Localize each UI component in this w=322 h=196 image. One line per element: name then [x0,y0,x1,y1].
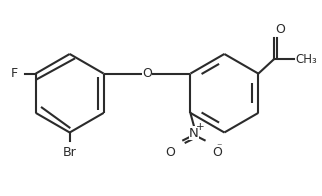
Text: N: N [189,127,199,140]
Text: +: + [196,122,204,132]
Text: Br: Br [63,146,77,159]
Text: O: O [165,146,175,159]
Text: O: O [275,23,285,35]
Text: ⁻: ⁻ [216,143,222,153]
Text: O: O [212,146,222,159]
Text: F: F [11,67,18,80]
Text: CH₃: CH₃ [295,53,317,66]
Text: O: O [142,67,152,80]
